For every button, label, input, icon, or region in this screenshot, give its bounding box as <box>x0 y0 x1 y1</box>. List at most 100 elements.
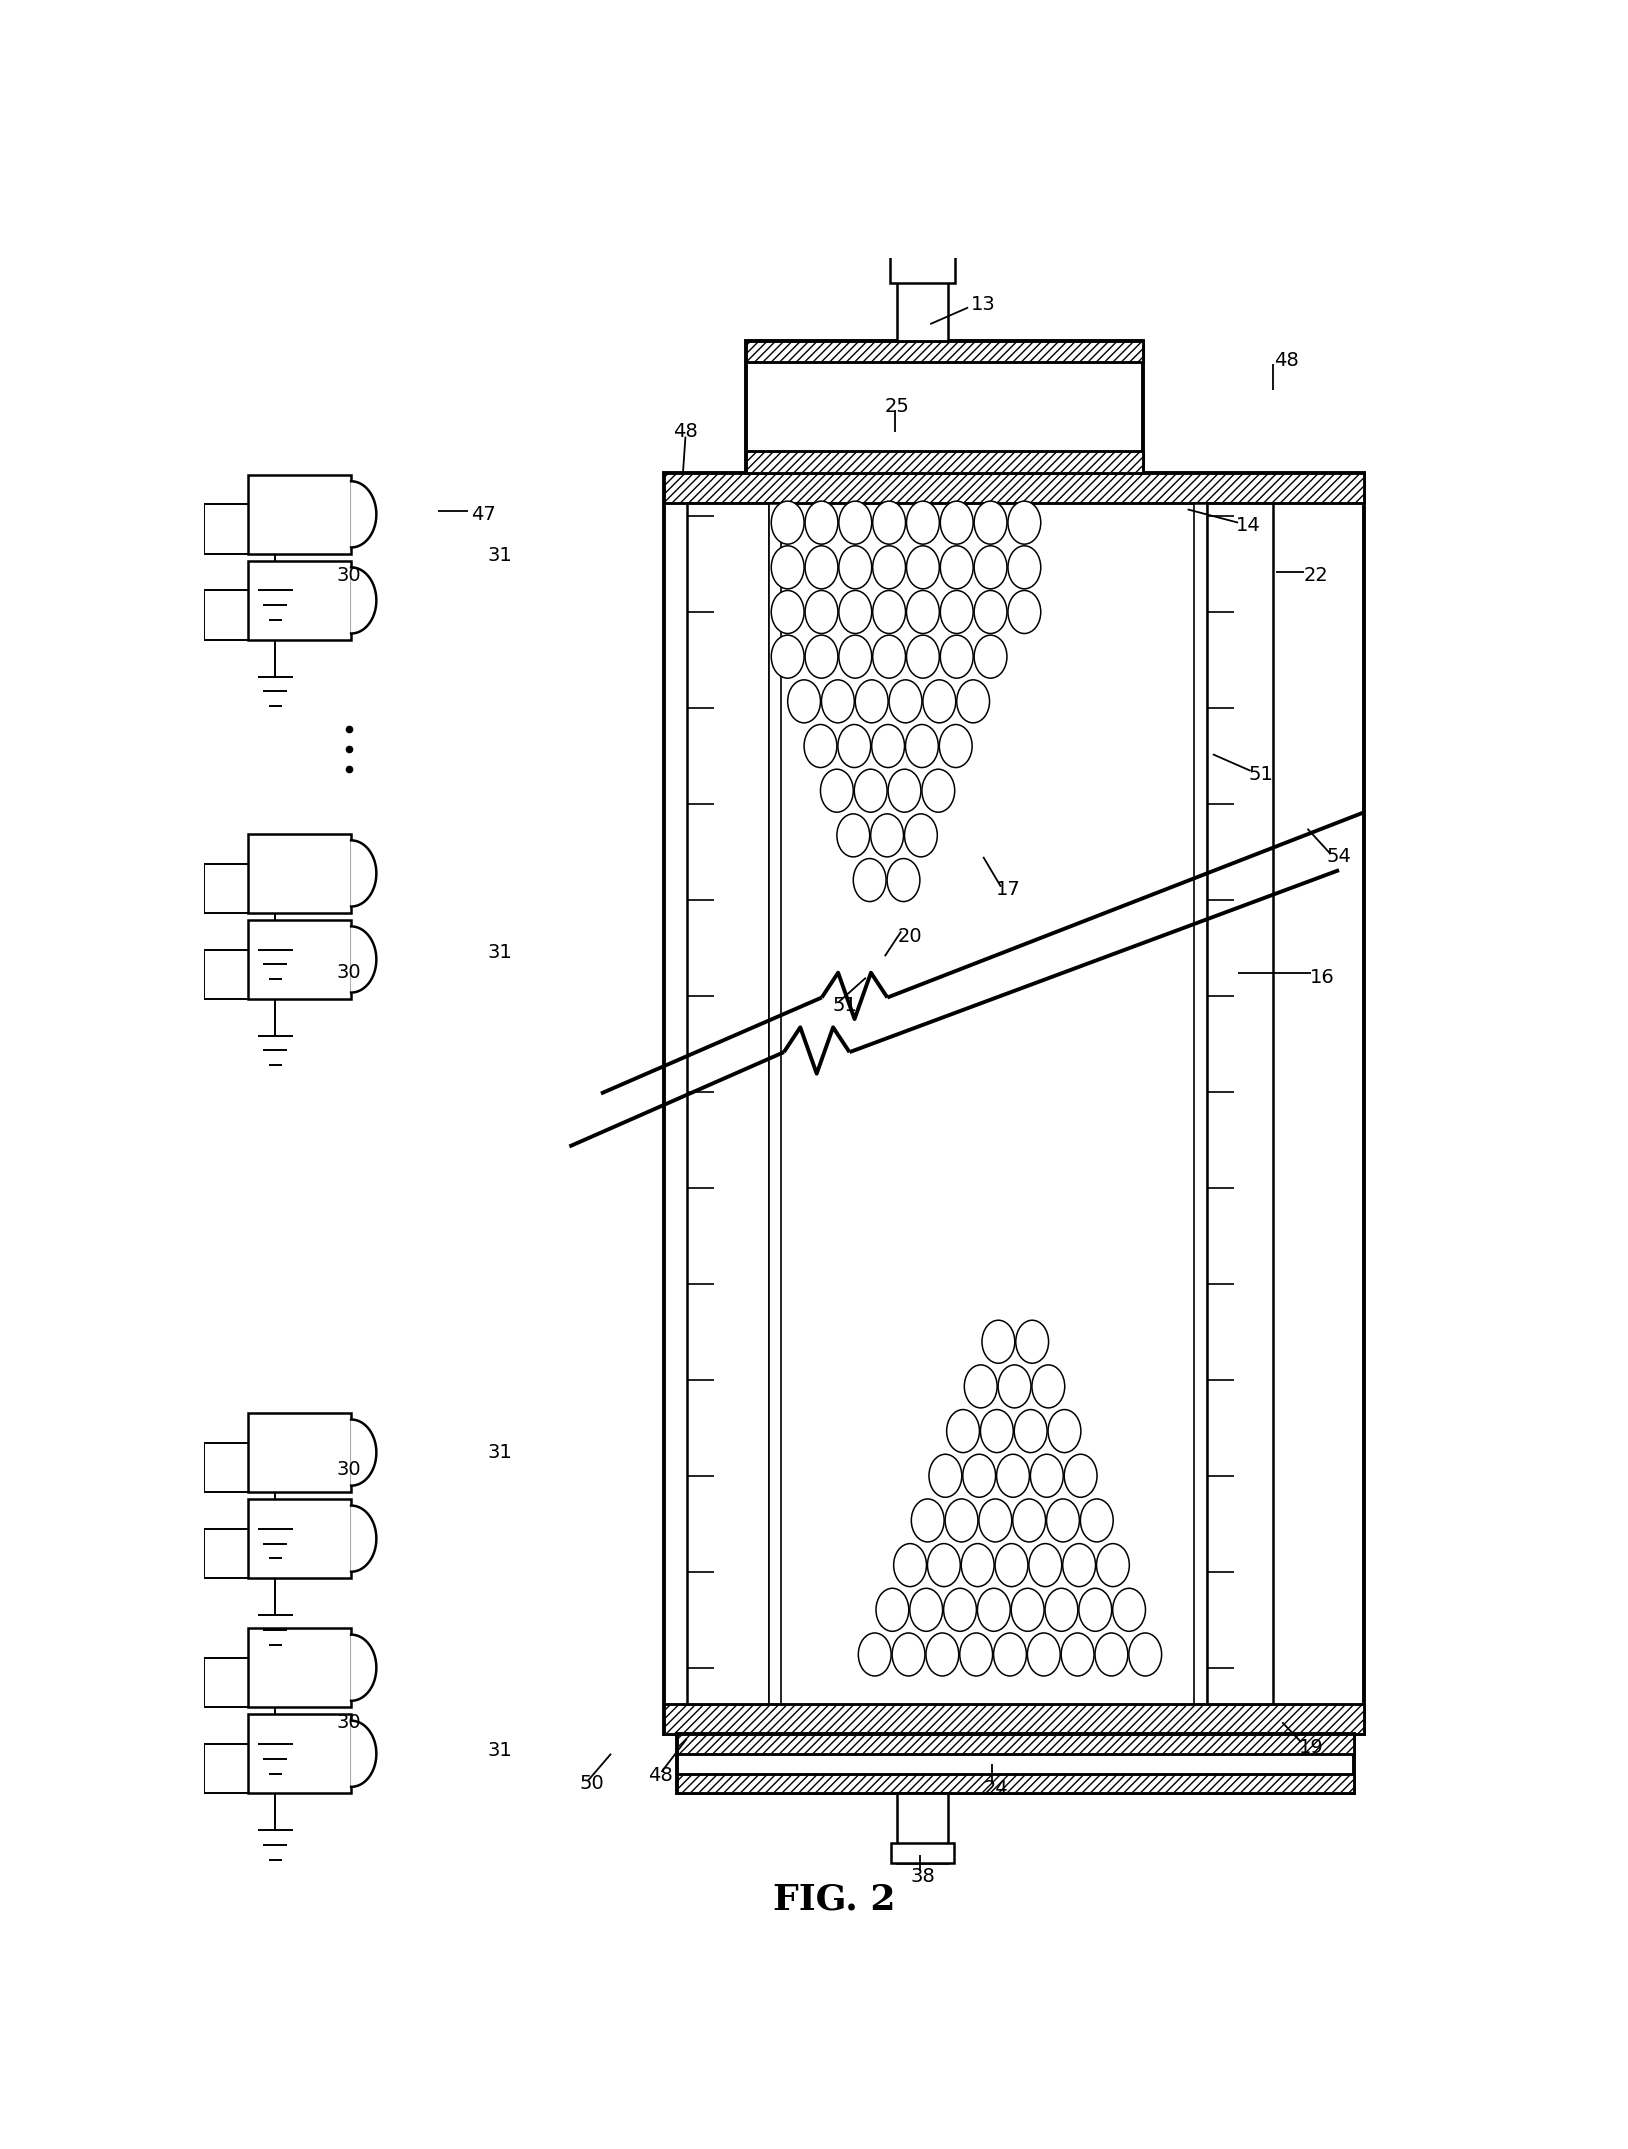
Bar <box>746 340 1143 473</box>
Circle shape <box>974 501 1008 544</box>
Polygon shape <box>352 1420 376 1485</box>
Polygon shape <box>352 481 376 548</box>
Circle shape <box>894 1543 926 1586</box>
Circle shape <box>905 724 938 767</box>
Text: 30: 30 <box>337 1459 361 1479</box>
Circle shape <box>838 546 871 589</box>
Circle shape <box>871 724 905 767</box>
Bar <box>664 1704 1364 1734</box>
Polygon shape <box>352 840 376 907</box>
Polygon shape <box>352 926 376 993</box>
Bar <box>247 475 352 554</box>
Polygon shape <box>352 567 376 634</box>
Circle shape <box>1031 1455 1063 1498</box>
Circle shape <box>1081 1500 1114 1543</box>
Bar <box>1206 503 1273 1704</box>
Circle shape <box>1014 1410 1047 1453</box>
Circle shape <box>907 636 939 679</box>
Text: 17: 17 <box>996 881 1021 900</box>
Text: 30: 30 <box>337 1713 361 1732</box>
Text: 16: 16 <box>1311 969 1335 986</box>
Circle shape <box>941 546 974 589</box>
Circle shape <box>838 636 871 679</box>
Circle shape <box>806 636 838 679</box>
Bar <box>664 473 1364 1734</box>
Bar <box>247 834 352 913</box>
Bar <box>746 451 1143 473</box>
Circle shape <box>1096 1633 1128 1676</box>
Circle shape <box>876 1588 908 1631</box>
Polygon shape <box>352 1635 376 1700</box>
Circle shape <box>873 546 905 589</box>
Circle shape <box>1045 1588 1078 1631</box>
Circle shape <box>806 546 838 589</box>
Circle shape <box>1048 1410 1081 1453</box>
Text: 38: 38 <box>910 1867 934 1885</box>
Circle shape <box>1008 546 1040 589</box>
Circle shape <box>838 591 871 634</box>
Bar <box>746 340 1143 363</box>
Text: 24: 24 <box>983 1779 1008 1799</box>
Circle shape <box>806 501 838 544</box>
Circle shape <box>1032 1365 1065 1408</box>
Circle shape <box>977 1588 1011 1631</box>
Circle shape <box>946 1500 978 1543</box>
Circle shape <box>939 724 972 767</box>
Circle shape <box>978 1500 1011 1543</box>
Circle shape <box>974 546 1008 589</box>
Circle shape <box>907 591 939 634</box>
Bar <box>687 503 768 1704</box>
Circle shape <box>855 769 887 812</box>
Circle shape <box>1011 1588 1044 1631</box>
Bar <box>746 340 1143 363</box>
Text: 30: 30 <box>337 565 361 585</box>
Circle shape <box>853 860 886 903</box>
Circle shape <box>858 1633 891 1676</box>
Circle shape <box>957 679 990 722</box>
Polygon shape <box>352 1721 376 1786</box>
Circle shape <box>873 636 905 679</box>
Text: 48: 48 <box>672 421 698 441</box>
Text: 31: 31 <box>488 1444 513 1461</box>
Bar <box>891 256 956 284</box>
Circle shape <box>964 1365 996 1408</box>
Circle shape <box>1061 1633 1094 1676</box>
Bar <box>677 1773 1354 1794</box>
Circle shape <box>995 1543 1027 1586</box>
Bar <box>897 266 947 340</box>
Circle shape <box>910 1588 943 1631</box>
Circle shape <box>772 546 804 589</box>
Text: 47: 47 <box>470 505 497 524</box>
Text: 20: 20 <box>897 926 923 946</box>
Circle shape <box>838 501 871 544</box>
Circle shape <box>822 679 855 722</box>
Circle shape <box>772 636 804 679</box>
Text: 19: 19 <box>1299 1739 1324 1756</box>
Circle shape <box>1112 1588 1146 1631</box>
Circle shape <box>944 1588 977 1631</box>
Bar <box>247 1500 352 1577</box>
Circle shape <box>941 501 974 544</box>
Text: FIG. 2: FIG. 2 <box>773 1883 895 1917</box>
Circle shape <box>974 591 1008 634</box>
Circle shape <box>838 724 871 767</box>
Circle shape <box>892 1633 925 1676</box>
Bar <box>768 503 781 1704</box>
Bar <box>746 451 1143 473</box>
Bar <box>891 1844 954 1863</box>
Circle shape <box>905 814 938 857</box>
Circle shape <box>1027 1633 1060 1676</box>
Circle shape <box>941 591 974 634</box>
Text: 48: 48 <box>648 1766 672 1786</box>
Circle shape <box>821 769 853 812</box>
Circle shape <box>772 501 804 544</box>
Circle shape <box>887 860 920 903</box>
Bar <box>677 1773 1354 1794</box>
Circle shape <box>961 1633 993 1676</box>
Bar <box>664 473 1364 503</box>
Circle shape <box>998 1365 1031 1408</box>
Circle shape <box>806 591 838 634</box>
Circle shape <box>928 1543 961 1586</box>
Circle shape <box>941 636 974 679</box>
Text: 25: 25 <box>886 398 910 417</box>
